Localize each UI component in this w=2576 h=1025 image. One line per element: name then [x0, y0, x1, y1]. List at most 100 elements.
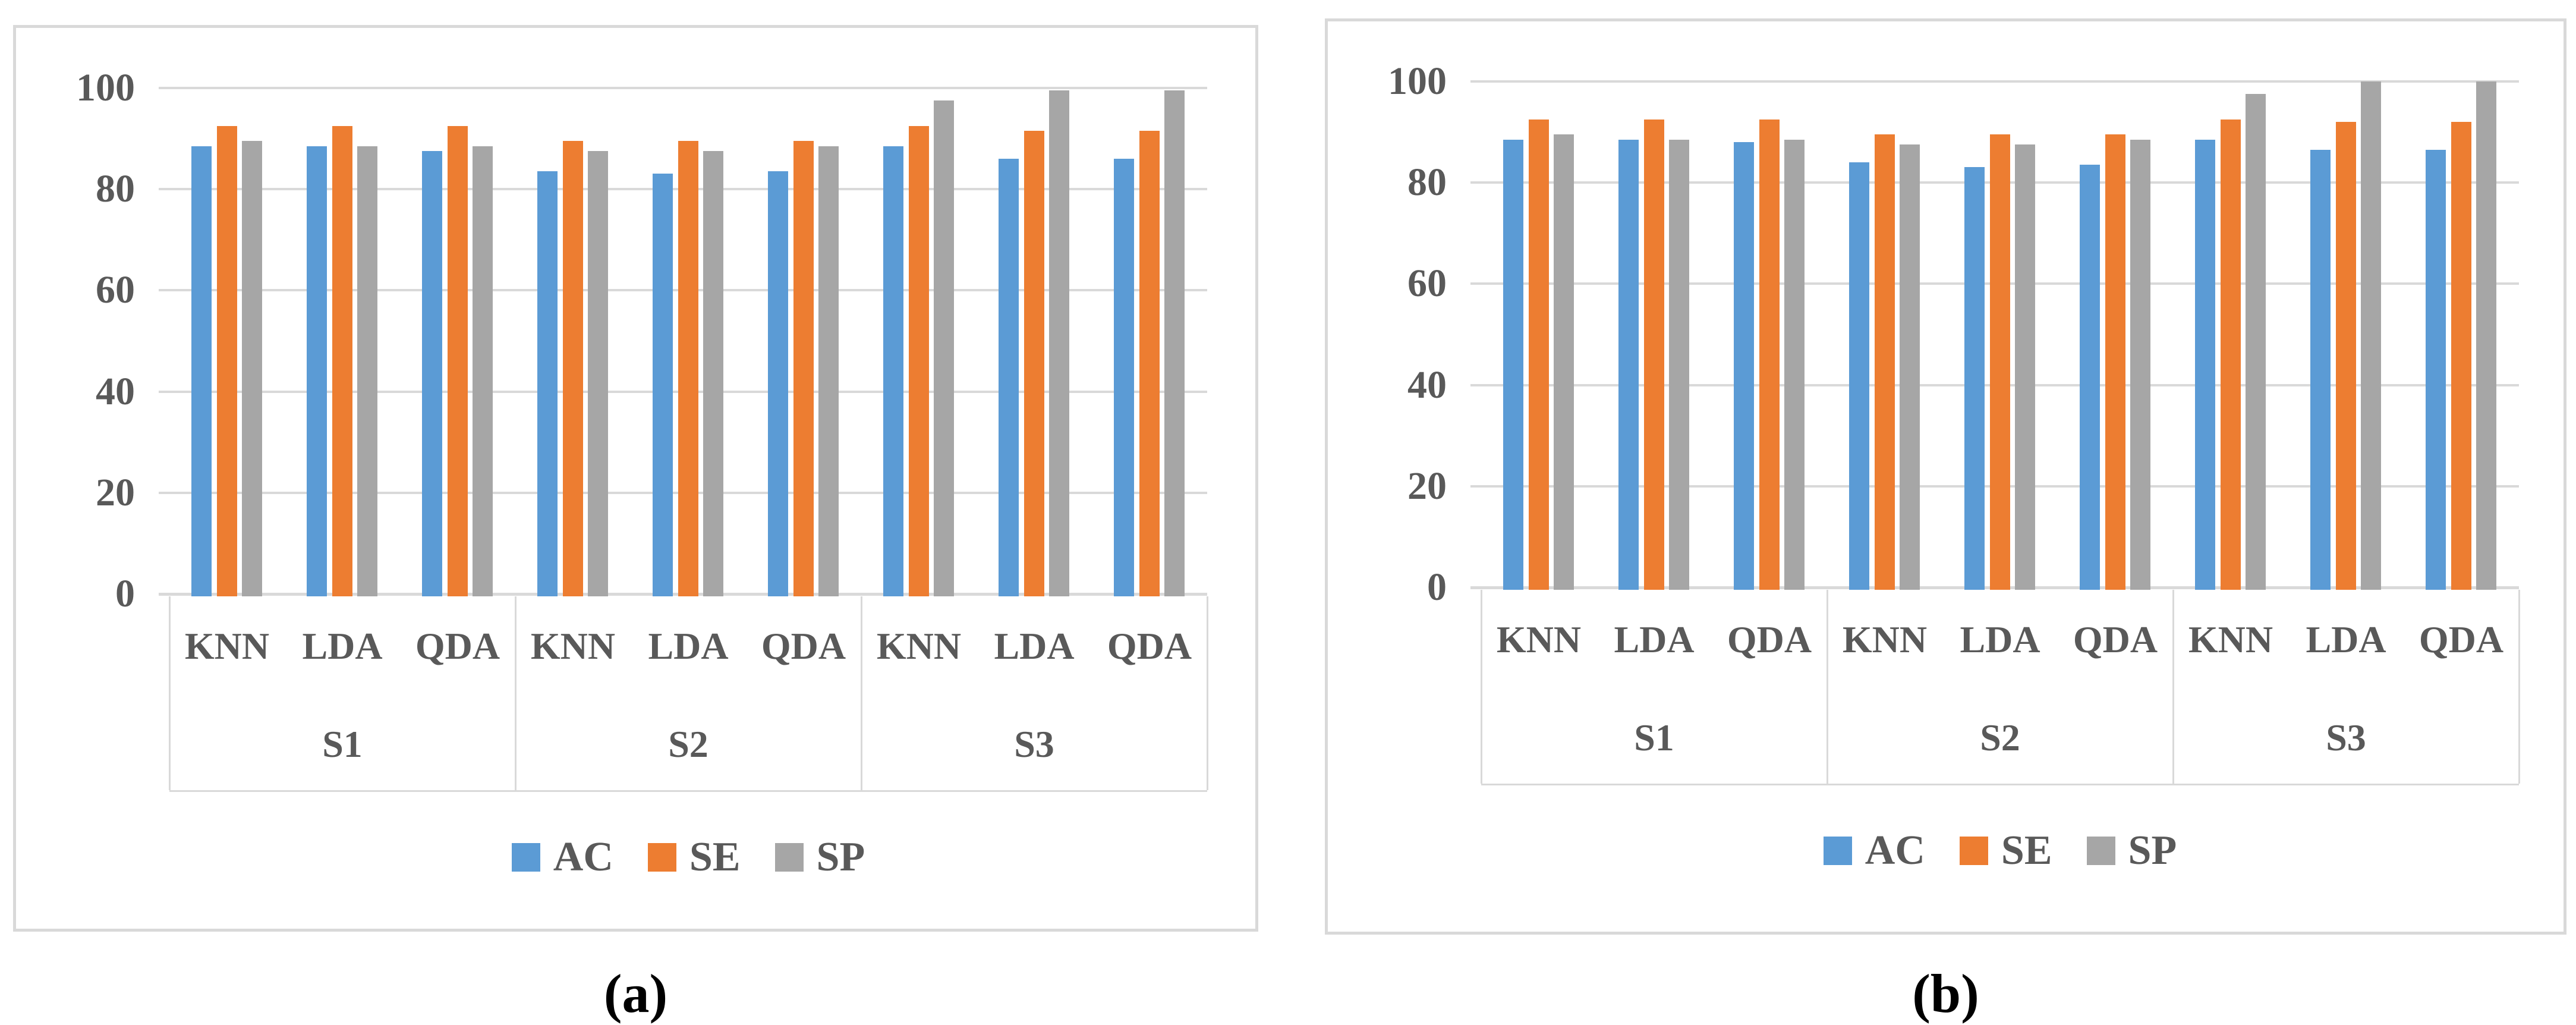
bar-b-S3-LDA-SP: [2361, 81, 2381, 590]
x-group-label: S1: [322, 723, 363, 765]
bar-a-S1-LDA-SE: [332, 125, 352, 596]
x-category-label: LDA: [2306, 618, 2386, 661]
bar-a-S3-QDA-SP: [1164, 90, 1185, 596]
x-group-label: S3: [2326, 716, 2366, 759]
bar-b-S2-QDA-SE: [2105, 134, 2125, 590]
legend-item-AC: AC: [1823, 828, 1925, 873]
bar-b-S3-QDA-SP: [2476, 81, 2496, 590]
y-tick-label: 80: [96, 167, 135, 211]
bar-a-S3-QDA-AC: [1114, 158, 1134, 596]
x-category-label: QDA: [761, 625, 846, 667]
bar-b-S3-LDA-AC: [2310, 149, 2331, 590]
chart-panel-b: 0 20 40 60 80 100 KNN LDA QDA S1 KNN LDA QDA S2 KNN LDA…: [1325, 18, 2566, 935]
x-axis-group-divider: [1480, 590, 1482, 784]
bar-b-S3-KNN-AC: [2195, 139, 2215, 590]
legend-label-AC: AC: [1865, 828, 1925, 873]
bar-b-S1-QDA-SE: [1759, 119, 1780, 590]
bar-b-S3-QDA-AC: [2426, 149, 2446, 590]
legend-label-AC: AC: [553, 834, 613, 880]
bar-a-S1-LDA-SP: [357, 146, 377, 596]
x-category-label: KNN: [184, 625, 270, 667]
bar-a-S1-KNN-AC: [191, 146, 212, 596]
bar-a-S1-QDA-SE: [447, 125, 468, 596]
legend-swatch-SP: [774, 843, 804, 872]
legend-label-SE: SE: [2001, 828, 2052, 873]
legend-item-AC: AC: [511, 834, 613, 880]
legend-swatch-AC: [511, 843, 540, 872]
bar-b-S3-KNN-SP: [2246, 94, 2266, 590]
y-tick-label: 80: [1407, 161, 1447, 205]
bar-b-S1-LDA-SE: [1643, 119, 1664, 590]
bar-a-S2-LDA-AC: [653, 174, 673, 596]
legend-label-SP: SP: [2128, 828, 2177, 873]
y-tick-label: 0: [1427, 565, 1447, 609]
bar-b-S1-KNN-SE: [1528, 119, 1549, 590]
legend-item-SE: SE: [647, 834, 741, 880]
bar-b-S2-LDA-AC: [1964, 167, 1985, 590]
x-category-label: KNN: [2188, 618, 2273, 661]
bar-a-S3-LDA-SP: [1049, 90, 1069, 596]
bar-b-S2-QDA-SP: [2130, 139, 2150, 590]
y-tick-label: 40: [96, 369, 135, 413]
x-category-label: LDA: [1614, 618, 1695, 661]
legend-swatch-SP: [2086, 837, 2115, 865]
x-category-label: LDA: [302, 625, 383, 667]
legend: AC SE SP: [1481, 830, 2519, 872]
x-category-label: KNN: [876, 625, 962, 667]
y-tick-label: 20: [96, 470, 135, 514]
bar-a-S3-LDA-SE: [1024, 131, 1044, 596]
x-category-label: QDA: [2073, 618, 2158, 661]
legend-swatch-SE: [1959, 837, 1988, 865]
legend-swatch-AC: [1823, 837, 1852, 865]
x-axis-bottom-border: [169, 790, 1207, 792]
x-category-label: LDA: [1960, 618, 2040, 661]
bar-a-S2-QDA-SP: [818, 146, 839, 596]
y-tick-label: 0: [115, 572, 135, 615]
bar-a-S2-QDA-AC: [768, 171, 788, 596]
bar-a-S3-LDA-AC: [999, 158, 1019, 596]
bar-a-S3-KNN-SP: [934, 100, 954, 596]
x-category-label: QDA: [1107, 625, 1192, 667]
y-tick-label: 100: [1388, 59, 1447, 103]
bar-b-S2-LDA-SP: [2015, 144, 2035, 590]
x-axis-group-divider: [514, 596, 517, 790]
caption-a: (a): [603, 963, 668, 1024]
bar-b-S1-LDA-AC: [1618, 139, 1639, 590]
bar-b-S3-LDA-SE: [2335, 121, 2356, 590]
bar-b-S2-QDA-AC: [2080, 165, 2100, 590]
y-tick-label: 100: [76, 66, 135, 109]
x-axis-bottom-border: [1481, 784, 2519, 785]
x-axis-group-divider: [2172, 590, 2174, 784]
y-tick-label: 40: [1407, 363, 1447, 407]
bar-b-S3-QDA-SE: [2451, 121, 2471, 590]
x-category-label: LDA: [648, 625, 729, 667]
x-category-label: KNN: [530, 625, 616, 667]
x-axis-group-divider: [2518, 590, 2520, 784]
bar-a-S3-KNN-AC: [883, 146, 903, 596]
bar-a-S1-KNN-SP: [242, 141, 262, 596]
bar-a-S3-QDA-SE: [1139, 131, 1160, 596]
gridline-100: [159, 87, 1207, 89]
bar-a-S2-LDA-SP: [703, 151, 723, 596]
x-group-label: S2: [1980, 716, 2020, 759]
bar-a-S1-KNN-SE: [216, 125, 237, 596]
legend-item-SP: SP: [774, 837, 865, 878]
x-category-label: LDA: [994, 625, 1075, 667]
bar-b-S1-LDA-SP: [1669, 139, 1689, 590]
bar-a-S1-QDA-SP: [473, 146, 493, 596]
bar-a-S2-QDA-SE: [793, 141, 814, 596]
x-group-label: S3: [1014, 723, 1054, 765]
bar-b-S1-KNN-SP: [1554, 134, 1574, 590]
x-axis-group-divider: [1826, 590, 1828, 784]
y-tick-label: 20: [1407, 464, 1447, 508]
legend-label-SE: SE: [689, 834, 741, 880]
bar-a-S2-KNN-SP: [588, 151, 608, 596]
x-category-label: KNN: [1842, 618, 1928, 661]
bar-a-S2-KNN-SE: [562, 141, 583, 596]
caption-b: (b): [1912, 963, 1979, 1024]
x-group-label: S2: [668, 723, 708, 765]
bar-a-S2-LDA-SE: [678, 141, 698, 596]
y-tick-label: 60: [96, 268, 135, 312]
legend-swatch-SE: [647, 843, 676, 872]
